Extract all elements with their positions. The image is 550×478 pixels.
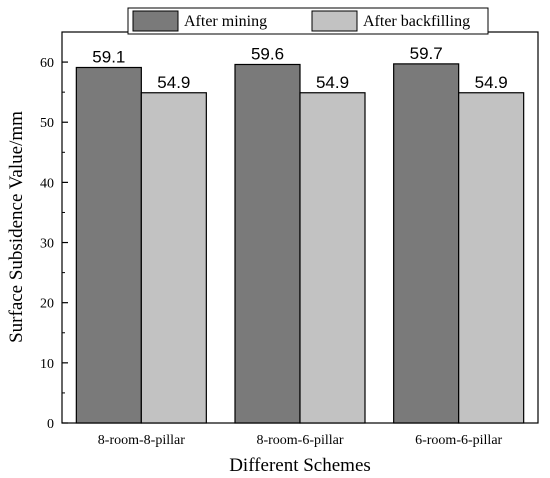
bar-after-mining — [75, 66, 142, 424]
data-label: 59.6 — [251, 44, 284, 63]
data-label: 54.9 — [316, 73, 349, 92]
legend-label-after-backfilling: After backfilling — [363, 13, 470, 30]
bars — [75, 63, 525, 424]
data-labels: 59.1 54.9 59.6 54.9 59.7 54.9 — [92, 44, 507, 92]
bar-after-backfilling — [299, 92, 366, 424]
data-label: 59.1 — [92, 47, 125, 66]
legend-label-after-mining: After mining — [184, 13, 267, 30]
y-tick-label: 30 — [40, 237, 54, 252]
y-axis: 0 10 20 30 40 50 60 — [40, 56, 68, 432]
data-label: 54.9 — [157, 73, 190, 92]
bar-after-mining — [234, 63, 301, 424]
x-tick-label: 8-room-6-pillar — [256, 433, 343, 448]
legend-frame — [127, 7, 489, 35]
x-axis-title: Different Schemes — [229, 455, 371, 476]
legend: After mining After backfilling — [127, 7, 489, 35]
legend-swatch-after-backfilling — [311, 10, 358, 32]
bar-after-backfilling — [458, 92, 525, 424]
data-label: 59.7 — [410, 44, 443, 63]
y-tick-label: 50 — [40, 116, 54, 131]
bar-after-backfilling — [140, 92, 207, 424]
data-label: 54.9 — [475, 73, 508, 92]
y-tick-label: 40 — [40, 176, 54, 191]
y-tick-label: 0 — [47, 417, 54, 432]
x-axis: 8-room-8-pillar 8-room-6-pillar 6-room-6-p… — [98, 417, 503, 448]
legend-swatch-after-mining — [132, 10, 179, 32]
y-tick-label: 60 — [40, 56, 54, 71]
y-axis-title: Surface Subsidence Value/mm — [6, 111, 27, 343]
x-tick-label: 6-room-6-pillar — [415, 433, 502, 448]
y-tick-label: 20 — [40, 297, 54, 312]
y-tick-label: 10 — [40, 357, 54, 372]
bar-after-mining — [393, 63, 460, 424]
x-tick-label: 8-room-8-pillar — [98, 433, 185, 448]
